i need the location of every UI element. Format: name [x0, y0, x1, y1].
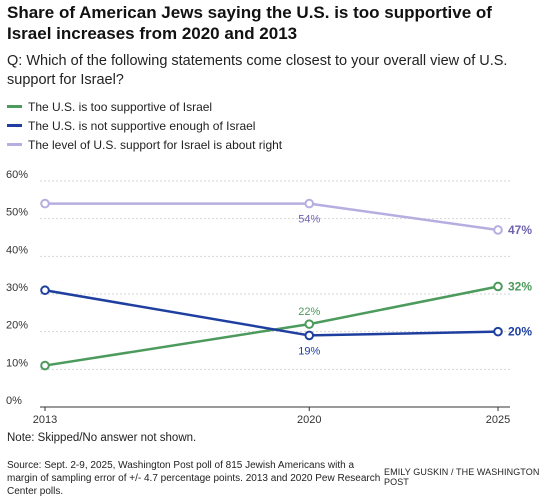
- series-line-1: [44, 289, 499, 337]
- data-label: 32%: [508, 279, 532, 293]
- y-tick-label: 50%: [6, 207, 28, 219]
- legend-swatch-not-supportive-enough: [7, 124, 22, 127]
- survey-question: Q: Which of the following statements com…: [7, 53, 508, 88]
- chart-source: Source: Sept. 2-9, 2025, Washington Post…: [7, 460, 381, 497]
- y-tick-label: 0%: [6, 395, 22, 407]
- legend-item-about-right: The level of U.S. support for Israel is …: [7, 135, 282, 154]
- data-point: [493, 225, 503, 235]
- legend-item-not-supportive-enough: The U.S. is not supportive enough of Isr…: [7, 116, 282, 135]
- legend-label-too-supportive: The U.S. is too supportive of Israel: [28, 99, 213, 114]
- series-line-2: [45, 202, 499, 232]
- data-point: [304, 198, 315, 209]
- y-tick-label: 20%: [6, 320, 28, 332]
- legend-swatch-about-right: [7, 143, 22, 146]
- chart-credit: EMILY GUSKIN / THE WASHINGTON POST: [384, 467, 540, 487]
- data-point: [304, 330, 315, 341]
- x-tick-label: 2020: [297, 414, 321, 426]
- legend-item-too-supportive: The U.S. is too supportive of Israel: [7, 97, 282, 116]
- data-label: 20%: [508, 325, 532, 339]
- data-point: [40, 198, 50, 209]
- x-tick-label: 2013: [33, 414, 57, 426]
- x-tick-label: 2025: [486, 414, 510, 426]
- data-point: [40, 360, 50, 371]
- chart-note: Note: Skipped/No answer not shown.: [7, 432, 197, 444]
- data-label: 22%: [298, 306, 320, 318]
- data-point: [493, 281, 503, 292]
- y-tick-label: 30%: [6, 282, 28, 294]
- data-label: 54%: [298, 214, 320, 226]
- series-line-0: [44, 285, 499, 367]
- y-tick-label: 10%: [6, 357, 28, 369]
- legend-label-not-supportive-enough: The U.S. is not supportive enough of Isr…: [28, 118, 256, 133]
- y-tick-label: 40%: [6, 244, 28, 256]
- data-label: 47%: [508, 223, 532, 237]
- data-point: [40, 285, 50, 296]
- legend-swatch-too-supportive: [7, 105, 22, 108]
- legend-label-about-right: The level of U.S. support for Israel is …: [28, 137, 283, 152]
- legend: The U.S. is too supportive of Israel The…: [7, 97, 282, 154]
- data-point: [493, 326, 503, 337]
- y-tick-label: 60%: [6, 169, 28, 181]
- data-point: [304, 319, 315, 329]
- data-label: 19%: [298, 345, 320, 357]
- chart-title: Share of American Jews saying the U.S. i…: [7, 3, 492, 43]
